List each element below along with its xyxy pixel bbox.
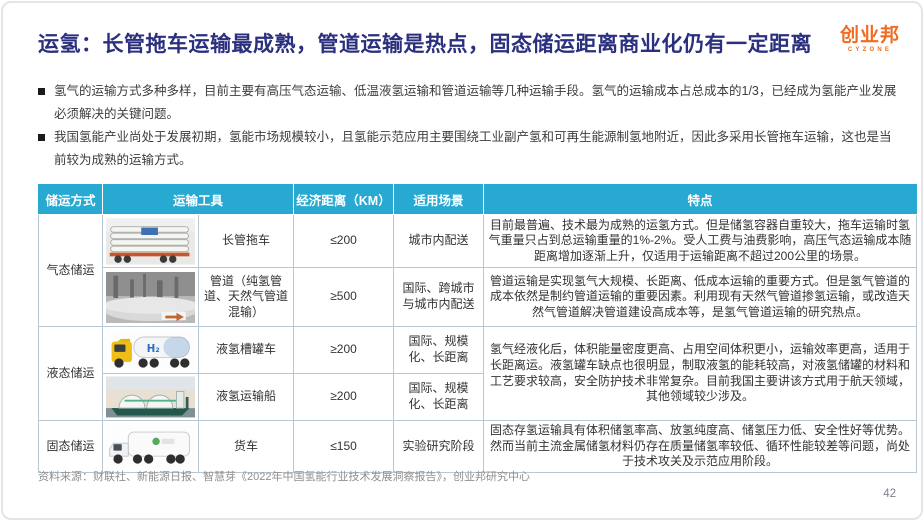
photo-cell [102,420,199,473]
scenario-cell: 国际、规模化、长距离 [393,326,485,374]
bullet-item: 我国氢能产业尚处于发展初期，氢能市场规模较小，且氢能示范应用主要围绕工业副产氢和… [38,126,900,172]
scenario-cell: 国际、跨城市与城市内配送 [393,267,485,327]
lh2-ship-photo [106,376,195,418]
feature-cell: 固态存氢运输具有体积储氢率高、放氢纯度高、储氢压力低、安全性好等优势。然而当前主… [483,420,918,473]
table-row: 固态储运 货 [38,420,918,473]
tool-cell: 货车 [197,420,295,473]
photo-cell [102,267,199,327]
bullet-text: 我国氢能产业尚处于发展初期，氢能市场规模较小，且氢能示范应用主要围绕工业副产氢和… [54,130,892,168]
bullet-text: 氢气的运输方式多种多样，目前主要有高压气态运输、低温液氢运输和管道运输等几种运输… [54,84,897,122]
pipeline-photo [106,271,195,324]
header-transport-tool: 运输工具 [101,184,295,215]
distance-cell: ≥200 [293,373,395,421]
photo-cell: H₂ [102,326,199,374]
header-storage-mode: 储运方式 [38,184,103,215]
tool-cell: 长管拖车 [197,214,295,268]
source-attribution: 资料来源：财联社、新能源日报、智慧芽《2022年中国氢能行业技术发展洞察报告》，… [38,471,530,483]
group-cell-gaseous: 气态储运 [38,214,103,327]
scenario-cell: 实验研究阶段 [393,420,485,473]
logo-subtext: CYZONE [847,47,893,53]
tool-cell: 液氢槽罐车 [197,326,295,374]
feature-cell: 目前最普遍、技术最为成熟的运氢方式。但是储氢容器自重较大，拖车运输时氢气重量只占… [483,214,918,268]
page-number: 42 [883,488,896,500]
photo-cell [102,214,199,268]
lh2-tanker-photo: H₂ [106,329,195,371]
page-title: 运氢：长管拖车运输最成熟，管道运输是热点，固态储运距离商业化仍有一定距离 [38,33,812,56]
tool-cell: 管道（纯氢管道、天然气管道混输） [197,267,295,327]
intro-bullets: 氢气的运输方式多种多样，目前主要有高压气态运输、低温液氢运输和管道运输等几种运输… [38,80,900,173]
photo-cell [102,373,199,421]
header-features: 特点 [483,184,918,215]
distance-cell: ≤200 [293,214,395,268]
table-row: 液态储运 H₂ [38,326,918,421]
table-row: 气态储运 [38,214,918,327]
box-truck-photo [106,424,195,468]
group-cell-solid: 固态储运 [38,420,103,473]
hydrogen-transport-table: 储运方式 运输工具 经济距离（KM） 适用场景 特点 气态储运 [38,184,918,473]
feature-cell: 氢气经液化后，体积能量密度更高、占用空间体积更小，运输效率更高，适用于长距离运。… [483,326,918,421]
tool-cell: 液氢运输船 [197,373,295,421]
header-scenario: 适用场景 [393,184,485,215]
distance-cell: ≥200 [293,326,395,374]
tube-trailer-photo [106,217,195,265]
title-row: 运氢：长管拖车运输最成熟，管道运输是热点，固态储运距离商业化仍有一定距离 创业邦… [38,26,900,58]
svg-text:H₂: H₂ [147,344,160,355]
header-economic-distance: 经济距离（KM） [293,184,395,215]
table-row: 管道（纯氢管道、天然气管道混输） ≥500 国际、跨城市与城市内配送 管道运输是… [39,267,918,327]
bullet-item: 氢气的运输方式多种多样，目前主要有高压气态运输、低温液氢运输和管道运输等几种运输… [38,80,900,126]
bullet-square-icon [38,88,45,95]
bullet-square-icon [38,134,45,142]
distance-cell: ≤150 [293,420,395,473]
table-header-row: 储运方式 运输工具 经济距离（KM） 适用场景 特点 [38,184,918,215]
scenario-cell: 国际、规模化、长距离 [393,373,485,421]
scenario-cell: 城市内配送 [393,214,485,268]
group-cell-liquid: 液态储运 [38,326,103,421]
table-row: 液氢运输船 ≥200 国际、规模化、长距离 [39,373,917,421]
cyzone-logo: 创业邦 CYZONE [840,26,900,53]
feature-cell: 管道运输是实现氢气大规模、长距离、低成本运输的重要方式。但是氢气管道的成本依然是… [483,267,918,327]
distance-cell: ≥500 [293,267,395,327]
logo-text: 创业邦 [839,25,900,46]
